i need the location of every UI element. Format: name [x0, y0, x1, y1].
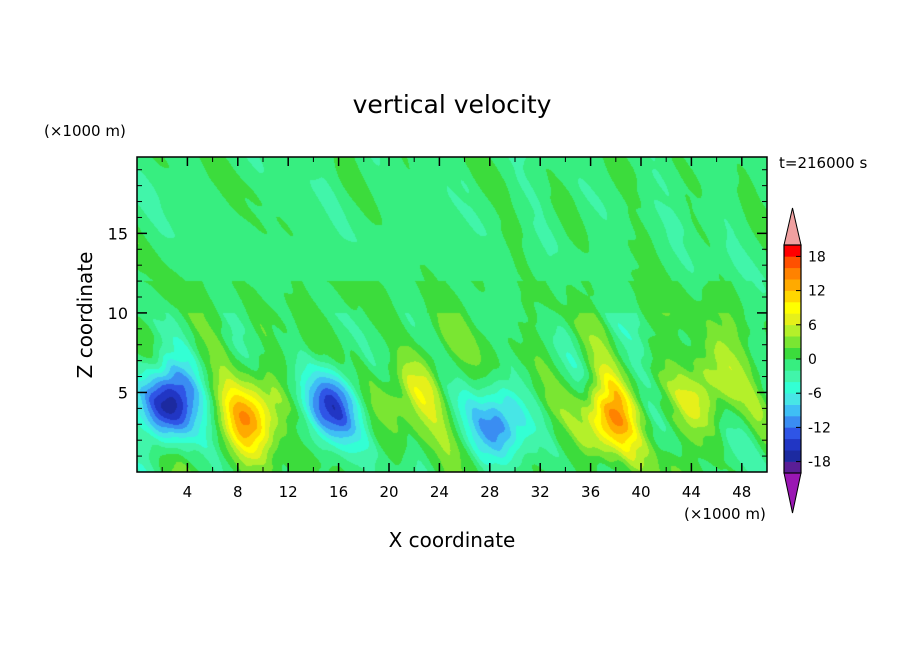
colorbar-under-arrow	[783, 472, 802, 514]
plot-area	[137, 157, 767, 472]
y-axis-unit: (×1000 m)	[44, 122, 126, 140]
x-tick-label: 12	[279, 483, 298, 501]
x-tick-label: 32	[531, 483, 550, 501]
x-tick-label: 36	[581, 483, 600, 501]
x-tick-label: 4	[183, 483, 193, 501]
colorbar-swatch	[784, 290, 801, 303]
colorbar-swatch	[784, 347, 801, 360]
colorbar-tick-label: -6	[808, 386, 822, 402]
colorbar-swatch	[784, 461, 801, 474]
colorbar-swatch	[784, 256, 801, 269]
x-tick-label: 20	[379, 483, 398, 501]
colorbar-tick-label: 12	[808, 284, 826, 300]
x-tick-label: 8	[233, 483, 243, 501]
colorbar-swatch	[784, 313, 801, 326]
y-tick-label: 10	[108, 304, 128, 323]
colorbar-swatch	[784, 393, 801, 405]
x-axis-ticks: 4 8 12 16 20 24 28 32 36 40 44 48	[161, 157, 751, 501]
y-axis-label: Z coordinate	[73, 252, 97, 379]
colorbar-tick-label: 6	[808, 318, 817, 334]
colorbar-swatch	[784, 381, 801, 394]
colorbar-swatch	[784, 370, 801, 383]
plot-frame	[136, 156, 768, 473]
x-axis-unit: (×1000 m)	[684, 505, 766, 523]
colorbar-swatch	[784, 302, 801, 314]
colorbar-tick-label: 0	[808, 352, 817, 368]
colorbar-tick-label: 18	[808, 249, 826, 265]
x-tick-label: 48	[732, 483, 751, 501]
y-tick-label: 5	[118, 383, 128, 402]
x-tick-label: 40	[631, 483, 650, 501]
colorbar-swatch	[784, 245, 801, 257]
colorbar-swatch	[784, 438, 801, 451]
colorbar-tick-label: -12	[808, 420, 831, 436]
colorbar-swatch	[784, 359, 801, 371]
colorbar: 18 12 6 0 -6 -12 -18	[783, 207, 831, 514]
time-label: t=216000 s	[779, 154, 867, 172]
x-tick-label: 16	[329, 483, 348, 501]
velocity-field	[137, 157, 767, 472]
x-tick-label: 44	[682, 483, 701, 501]
colorbar-swatch	[784, 427, 801, 440]
colorbar-swatch	[784, 336, 801, 348]
chart-title: vertical velocity	[353, 90, 552, 119]
colorbar-swatch	[784, 324, 801, 337]
colorbar-swatch	[784, 450, 801, 462]
colorbar-tick-label: -18	[808, 455, 831, 471]
x-tick-label: 24	[430, 483, 449, 501]
y-axis-ticks: 5 10 15	[108, 169, 767, 457]
y-tick-label: 15	[108, 224, 128, 243]
colorbar-swatch	[784, 267, 801, 280]
colorbar-swatch	[784, 404, 801, 417]
x-tick-label: 28	[480, 483, 499, 501]
colorbar-over-arrow	[783, 207, 802, 246]
x-axis-label: X coordinate	[389, 528, 516, 552]
colorbar-swatch	[784, 279, 801, 291]
colorbar-swatch	[784, 416, 801, 428]
